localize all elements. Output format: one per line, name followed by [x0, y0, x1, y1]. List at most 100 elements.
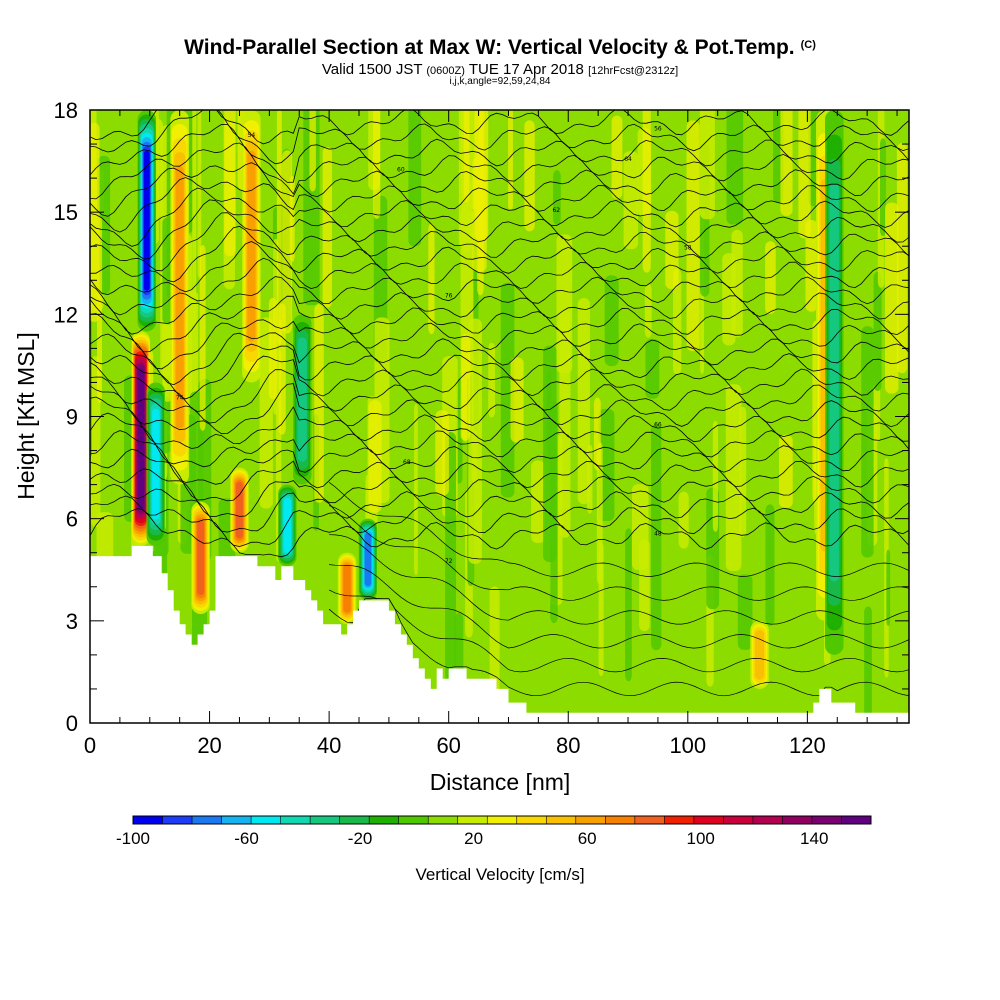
theta-contour: [90, 332, 909, 386]
colorbar-swatch: [546, 816, 577, 824]
contour-label: 72: [445, 558, 453, 565]
field-streak: [468, 318, 482, 564]
theta-contour: [90, 276, 909, 335]
field-streak: [623, 151, 639, 250]
field-streak: [861, 326, 874, 558]
theta-contour: [90, 430, 909, 485]
y-tick-label: 15: [54, 200, 78, 225]
colorbar-tick-label: -20: [348, 829, 373, 848]
colorbar-tick-label: 100: [687, 829, 715, 848]
x-tick-label: 60: [436, 733, 460, 758]
field-streak: [587, 444, 593, 514]
velocity-band: [175, 166, 184, 429]
theta-contour: [329, 564, 909, 649]
field-streak: [550, 400, 558, 624]
field-streak: [408, 110, 422, 247]
colorbar-swatch: [634, 816, 665, 824]
contour-label: 68: [403, 459, 411, 466]
field-streak: [780, 110, 793, 216]
colorbar-swatch: [192, 816, 223, 824]
colorbar-swatch: [398, 816, 429, 824]
colorbar-swatch: [339, 816, 370, 824]
velocity-band: [343, 564, 351, 613]
colorbar-swatch: [664, 816, 695, 824]
contour-label: 76: [445, 292, 453, 299]
theta-contour: [328, 589, 909, 673]
theta-contour: [90, 225, 909, 283]
field-streak: [805, 219, 818, 312]
chart-title: Wind-Parallel Section at Max W: Vertical…: [184, 36, 816, 59]
field-streak: [678, 491, 689, 549]
field-streak: [322, 146, 333, 308]
field-streak: [665, 210, 679, 290]
field-streak: [611, 115, 623, 199]
colorbar-swatch: [841, 816, 872, 824]
contour-label: 66: [654, 422, 662, 429]
field-streak: [199, 245, 206, 431]
field-streak: [644, 283, 652, 338]
colorbar-swatch: [251, 816, 282, 824]
field-streak: [879, 138, 886, 237]
colorbar-swatch: [723, 816, 754, 824]
colorbar-swatch: [752, 816, 783, 824]
theta-contour: [90, 369, 909, 424]
field-streak: [414, 403, 418, 576]
colorbar-swatch: [162, 816, 193, 824]
colorbar-tick-label: -60: [234, 829, 259, 848]
colorbar-swatch: [280, 816, 311, 824]
theta-contour: [90, 162, 909, 217]
theta-contour: [329, 534, 909, 625]
x-tick-label: 40: [317, 733, 341, 758]
theta-contour: [90, 495, 909, 547]
field-streak: [885, 202, 899, 394]
field-streak: [454, 613, 464, 674]
theta-contour: [90, 257, 909, 316]
field-streak: [224, 110, 236, 257]
field-streak: [282, 150, 293, 334]
y-tick-label: 12: [54, 302, 78, 327]
x-tick-label: 0: [84, 733, 96, 758]
field-streak: [896, 142, 908, 374]
field-streak: [489, 586, 500, 695]
field-streak: [314, 304, 324, 503]
field-streak: [368, 400, 382, 513]
field-streak: [699, 110, 715, 220]
colorbar-swatch: [516, 816, 547, 824]
y-tick-label: 3: [66, 609, 78, 634]
field-streak: [639, 539, 650, 632]
colorbar-tick-label: 140: [800, 829, 828, 848]
contour-label: 58: [684, 245, 692, 252]
contour-label: 60: [397, 166, 405, 173]
theta-contour: [90, 383, 909, 435]
theta-contour: [90, 355, 909, 413]
colorbar-swatch: [457, 816, 488, 824]
section-params: i,j,k,angle=92,59,24,84: [449, 76, 551, 87]
field-streak: [510, 357, 524, 443]
velocity-band: [364, 532, 372, 587]
theta-contour: [90, 468, 909, 518]
field-streak: [435, 410, 449, 496]
colorbar-swatch: [693, 816, 724, 824]
y-tick-label: 9: [66, 405, 78, 430]
colorbar-swatch: [811, 816, 842, 824]
field-streak: [725, 384, 742, 571]
field-streak: [428, 223, 435, 335]
colorbar-tick-label: -100: [116, 829, 150, 848]
field-streak: [737, 574, 753, 650]
theta-contour: [328, 482, 909, 577]
velocity-band: [247, 150, 256, 342]
field-streak: [593, 397, 601, 471]
field-streak: [864, 606, 872, 722]
velocity-band: [829, 183, 839, 582]
field-streak: [559, 310, 571, 538]
field-streak: [97, 216, 103, 403]
x-tick-label: 20: [197, 733, 221, 758]
velocity-band: [236, 481, 243, 539]
field-streak: [871, 384, 881, 443]
field-streak: [765, 504, 775, 626]
contour-label: 48: [654, 531, 662, 538]
field-streak: [309, 110, 316, 192]
colorbar-swatch: [369, 816, 400, 824]
field-streak: [779, 434, 793, 509]
